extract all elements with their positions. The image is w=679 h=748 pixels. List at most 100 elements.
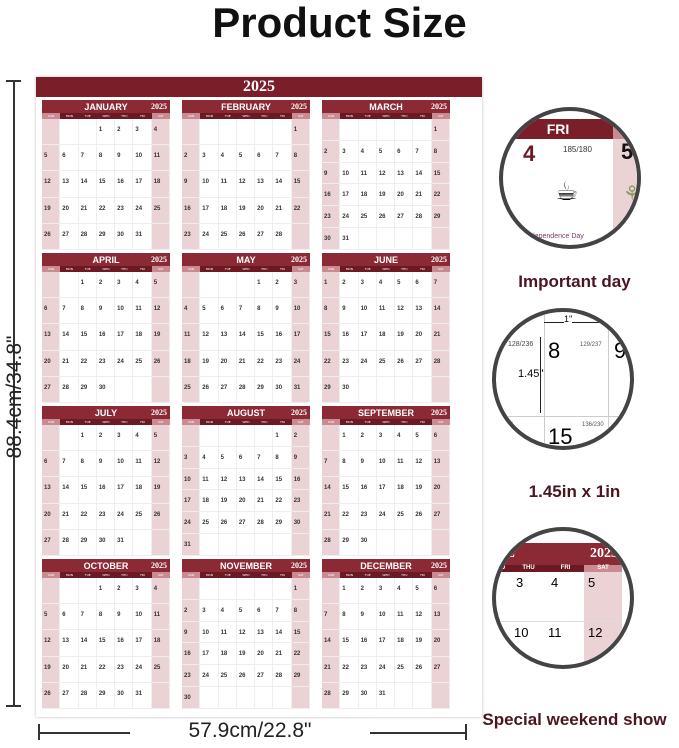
- day-cell: 4: [395, 578, 414, 605]
- day-cell: 5: [236, 599, 256, 622]
- weekday-label: SAT: [151, 266, 170, 272]
- day-cell: 20: [60, 197, 79, 224]
- day-cell: 6: [42, 298, 61, 325]
- weekday-label: MON: [65, 420, 74, 424]
- day-cell: 12: [200, 324, 219, 351]
- day-cell: [395, 119, 414, 141]
- day-cell: [42, 272, 61, 299]
- day-cell: 19: [42, 656, 61, 683]
- next-day-number: 5: [621, 139, 634, 164]
- weekday-row: SUN MON TUE WED THU FRI SAT: [42, 419, 170, 425]
- day-cell: [236, 534, 256, 556]
- day-cell: 15: [291, 171, 310, 198]
- day-cell: 26: [376, 206, 396, 229]
- weekday-label: SUN: [322, 266, 341, 272]
- wall-calendar: 2025 JANUARY 2025 SUN MON TUE WED THU FRI SAT 1 2 3…: [36, 77, 482, 717]
- day-cell: 11: [395, 604, 414, 631]
- days-grid: 1 2 3 4 5 6 7 8 9 10 11 12 13 14 15 16 17 18 19 20 21 22 23 24 2…: [182, 578, 310, 709]
- day-cell: 15: [431, 162, 450, 185]
- day-cell: 3: [358, 272, 377, 299]
- weekday-label: WED: [102, 114, 110, 118]
- day-cell: 8: [96, 604, 116, 631]
- day-cell: 22: [340, 656, 359, 683]
- day-cell: [376, 228, 396, 250]
- day-cell: [322, 578, 341, 605]
- day-cell: 6: [60, 604, 79, 631]
- day-cell: 8: [291, 145, 310, 172]
- day-cell: 17: [133, 630, 152, 657]
- day-cell: 25: [395, 503, 414, 530]
- weekday-label: MON: [345, 267, 354, 271]
- day-cell: 14: [431, 298, 450, 325]
- day-cell: 22: [340, 503, 359, 530]
- month-header: IL 2025: [496, 543, 622, 565]
- day-cell: 20: [431, 630, 450, 657]
- day-cell: [273, 687, 292, 709]
- day-cell: 1: [431, 119, 450, 141]
- weekday-label: TUE: [364, 267, 371, 271]
- day-cell: 19: [376, 184, 396, 207]
- day-cell: 22: [78, 350, 97, 377]
- day-cell: 12: [42, 630, 61, 657]
- month-header: SEPTEMBER 2025: [322, 406, 450, 419]
- day-cell: [200, 425, 219, 447]
- day-cell: [200, 534, 219, 556]
- weekday-label: TUE: [364, 420, 371, 424]
- day-cell: 22: [431, 184, 450, 207]
- holiday-label: Independence Day: [525, 233, 584, 240]
- weekday-row: SUN MON TUE WED THU FRI SAT: [182, 572, 310, 578]
- day-cell: 2: [96, 425, 116, 452]
- height-dimension-label: 88.4cm/34.8": [3, 335, 26, 459]
- day-cell: 28: [78, 682, 97, 709]
- weekday-label: FRI: [280, 267, 285, 271]
- day-cell: 12: [236, 171, 256, 198]
- day-cell: [218, 534, 237, 556]
- day-cell: 5: [151, 425, 170, 452]
- weekday-label: FRI: [420, 573, 425, 577]
- day-cell: 11: [182, 324, 201, 351]
- day-cell: [431, 376, 450, 403]
- day-cell: 1: [96, 578, 116, 605]
- days-grid: 1 2 3 4 5 6 7 8 9 10 11 12 13 14 15 16 17 18 19 20 21 22 23 24 2…: [42, 272, 170, 403]
- weekday-label: SAT: [291, 266, 310, 272]
- day-cell: [340, 119, 359, 141]
- day-cell: 9: [273, 298, 292, 325]
- day-cell: 17: [133, 171, 152, 198]
- day-cell: 6: [236, 446, 256, 469]
- day-cell: 25: [151, 656, 170, 683]
- day-cell: 9: [358, 451, 377, 478]
- day-cell: 31: [182, 534, 201, 556]
- day-cell: 8: [273, 446, 292, 469]
- day-cell: [376, 529, 396, 556]
- day-cell: 21: [431, 324, 450, 351]
- day-cell: [291, 223, 310, 250]
- day-cell: 4: [182, 298, 201, 325]
- day-cell: 23: [358, 656, 377, 683]
- weekday-label: MON: [205, 114, 214, 118]
- weekday-label: TUE: [224, 573, 231, 577]
- day-cell: 22: [255, 350, 274, 377]
- day-cell: [42, 425, 61, 452]
- day-cell: 15: [78, 324, 97, 351]
- day-cell: 27: [236, 512, 256, 535]
- day-cell: 16: [340, 324, 359, 351]
- weekday-row: SUN MON TUE WED THU FRI SAT: [322, 266, 450, 272]
- day-cell: 27: [60, 682, 79, 709]
- day-cell: 4: [133, 272, 152, 299]
- month-header: JANUARY 2025: [42, 100, 170, 113]
- day-cell: 6: [60, 145, 79, 172]
- weekday-label: MON: [205, 420, 214, 424]
- day-cell: 12: [395, 298, 414, 325]
- day-cell: 22: [291, 643, 310, 666]
- day-cell: 12: [236, 621, 256, 644]
- day-cell: 13: [431, 604, 450, 631]
- day-cell: 2: [96, 272, 116, 299]
- weekday-label: MON: [65, 114, 74, 118]
- day-cell: 13: [42, 324, 61, 351]
- month-february: FEBRUARY 2025 SUN MON TUE WED THU FRI SAT 1 2 3 4 5 6 7…: [182, 100, 310, 250]
- day-cell: 8: [431, 140, 450, 163]
- day-cell: 4: [151, 119, 170, 146]
- day-cell: 13: [42, 477, 61, 504]
- day-cell: 9: [115, 145, 134, 172]
- day-cell: 26: [200, 376, 219, 403]
